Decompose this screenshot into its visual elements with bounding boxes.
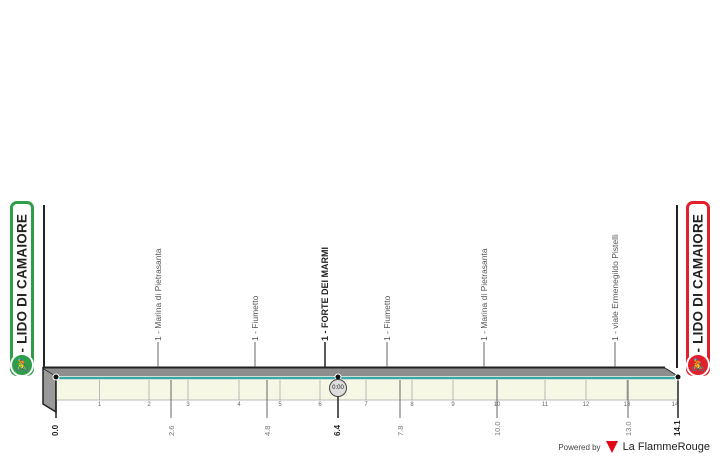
cyclist-icon: 🚴 [10, 353, 34, 377]
powered-by-footer: Powered by La FlammeRouge [558, 441, 710, 453]
axis-tick: 3 [186, 402, 190, 408]
timing-label: 0:00 [332, 385, 344, 391]
waypoint-label: 1 - Fiumetto [382, 295, 392, 341]
axis-tick: 13 [623, 402, 631, 408]
axis-tick: 12 [582, 402, 590, 408]
distance-marker: 2.6 [167, 425, 176, 436]
axis-tick: 8 [410, 402, 414, 408]
axis-tick: 5 [278, 402, 282, 408]
axis-tick: 2 [147, 402, 151, 408]
distance-marker: 14.1 [673, 420, 682, 436]
finish-city-badge: 0 - LIDO DI CAMAIORE 🚴 [686, 201, 710, 377]
distance-marker: 10.0 [493, 421, 502, 436]
distance-marker: 13.0 [624, 421, 633, 436]
distance-marker: 0.0 [51, 424, 60, 436]
axis-tick: 10 [493, 402, 501, 408]
axis-tick: 7 [364, 402, 368, 408]
axis-tick: 4 [237, 402, 241, 408]
distance-marker: 6.4 [333, 424, 342, 436]
finish-vertical-line [676, 205, 678, 368]
brand-name: La FlammeRouge [622, 441, 710, 453]
distance-marker: 4.8 [263, 425, 272, 436]
start-vertical-line [43, 205, 45, 368]
waypoint-label: 1 - FORTE DEI MARMI [320, 247, 330, 341]
axis-tick: 9 [451, 402, 455, 408]
distance-marker: 7.8 [396, 425, 405, 436]
start-city-badge: 1 - LIDO DI CAMAIORE 🚴 [10, 201, 34, 377]
waypoint-label: 1 - viale Ermenegildo Pistelli [610, 234, 620, 341]
waypoint-label: 1 - Fiumetto [250, 295, 260, 341]
waypoint-label: 1 - Marina di Pietrasanta [153, 248, 163, 341]
flamme-rouge-flag-icon [605, 441, 618, 453]
axis-tick: 1 [97, 402, 102, 408]
axis-tick: 11 [541, 402, 549, 408]
stopwatch-icon: 0:00 [329, 379, 347, 397]
axis-tick: 14 [671, 402, 679, 408]
axis-tick: 6 [318, 402, 322, 408]
cyclist-icon: 🚴 [686, 353, 710, 377]
powered-by-text: Powered by [558, 442, 601, 452]
waypoint-label: 1 - Marina di Pietrasanta [479, 248, 489, 341]
